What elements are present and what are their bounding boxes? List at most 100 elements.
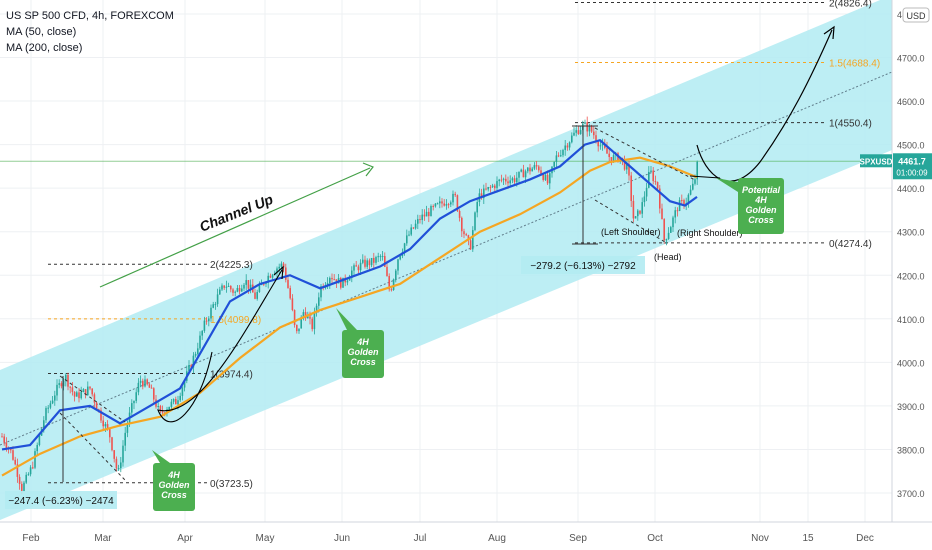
candle-body bbox=[362, 259, 364, 263]
candle-body bbox=[414, 223, 417, 229]
currency-label: USD bbox=[906, 11, 926, 21]
candle-body bbox=[43, 420, 45, 429]
candle-body bbox=[87, 386, 89, 396]
candle-body bbox=[285, 267, 287, 280]
candle-body bbox=[117, 468, 120, 470]
candle-body bbox=[38, 435, 41, 445]
candle-body bbox=[608, 153, 610, 158]
candle-body bbox=[419, 219, 421, 221]
candle-body bbox=[667, 232, 670, 239]
candle-body bbox=[300, 317, 302, 329]
candle-body bbox=[480, 193, 483, 199]
candle-body bbox=[131, 403, 133, 413]
candle-body bbox=[27, 474, 30, 476]
candle-body bbox=[544, 174, 547, 180]
golden-cross-2-bg bbox=[342, 330, 384, 378]
candle-body bbox=[681, 200, 683, 202]
x-tick-1: Mar bbox=[94, 533, 112, 544]
candle-body bbox=[659, 188, 661, 209]
candle-body bbox=[687, 194, 690, 204]
candle-body bbox=[546, 174, 549, 184]
candle-body bbox=[199, 335, 201, 349]
candle-body bbox=[29, 467, 32, 475]
candle-body bbox=[175, 399, 177, 405]
legend-ma200: MA (200, close) bbox=[6, 42, 83, 54]
candle-body bbox=[133, 400, 135, 404]
candle-body bbox=[465, 234, 467, 236]
ma200-line bbox=[1, 156, 698, 477]
measure-late-box bbox=[521, 256, 645, 274]
candle-body bbox=[47, 407, 49, 409]
candle-body bbox=[69, 386, 71, 388]
candle-body bbox=[32, 467, 34, 469]
candle-body bbox=[157, 406, 159, 408]
candle-body bbox=[463, 231, 465, 235]
candle-body bbox=[304, 312, 307, 319]
candle-body bbox=[599, 145, 602, 147]
x-tick-7: Sep bbox=[569, 533, 587, 544]
measure-late-diag-1 bbox=[594, 127, 696, 181]
candle-body bbox=[436, 203, 439, 205]
candle-body bbox=[331, 277, 333, 280]
golden-cross-3-line-1: 4H bbox=[754, 195, 767, 205]
channel-band bbox=[0, 0, 892, 520]
candle-body bbox=[406, 235, 408, 244]
y-tick-8: 4500.0 bbox=[897, 141, 925, 151]
candle-body bbox=[410, 227, 412, 235]
candle-body bbox=[373, 257, 375, 263]
golden-cross-2-line-1: Golden bbox=[348, 347, 380, 357]
candle-body bbox=[384, 256, 386, 267]
candle-body bbox=[443, 203, 445, 206]
candle-body bbox=[232, 289, 234, 293]
candle-body bbox=[395, 270, 397, 280]
fib-top-label-2: 1(4550.4) bbox=[829, 119, 872, 130]
candle-body bbox=[18, 476, 21, 484]
candle-body bbox=[540, 170, 542, 174]
candle-body bbox=[694, 179, 696, 184]
candle-body bbox=[630, 175, 632, 201]
left-shoulder-label: (Left Shoulder) bbox=[601, 227, 661, 237]
projection-curve bbox=[696, 29, 833, 182]
candle-body bbox=[403, 243, 406, 253]
candle-body bbox=[67, 374, 69, 387]
candle-body bbox=[397, 259, 399, 271]
candle-body bbox=[212, 304, 214, 308]
y-tick-7: 4400.0 bbox=[897, 184, 925, 194]
candle-body bbox=[5, 442, 8, 449]
candle-body bbox=[203, 320, 206, 331]
candle-body bbox=[313, 311, 316, 330]
candle-body bbox=[370, 257, 373, 266]
candle-body bbox=[645, 187, 648, 197]
candle-body bbox=[531, 168, 533, 172]
candle-body bbox=[10, 448, 12, 451]
candle-body bbox=[214, 304, 217, 306]
candle-body bbox=[489, 187, 492, 189]
candle-body bbox=[577, 130, 580, 135]
candle-body bbox=[637, 210, 639, 217]
candle-body bbox=[289, 288, 291, 299]
fib-top-label-0: 2(4826.4) bbox=[829, 0, 872, 9]
candle-body bbox=[661, 208, 663, 220]
candle-body bbox=[249, 284, 252, 289]
y-tick-1: 3800.0 bbox=[897, 445, 925, 455]
candle-body bbox=[593, 131, 595, 136]
fib-early-label-2: 1(3974.4) bbox=[210, 369, 253, 380]
candle-body bbox=[507, 181, 509, 184]
candle-body bbox=[454, 193, 456, 196]
candle-body bbox=[201, 330, 203, 336]
candle-body bbox=[219, 289, 221, 295]
measure-early-text: −247.4 (−6.23%) −2474 bbox=[8, 496, 114, 507]
candle-body bbox=[450, 202, 452, 205]
countdown-label: 01:00:09 bbox=[896, 168, 928, 177]
candle-body bbox=[513, 178, 516, 183]
x-tick-9: Nov bbox=[751, 533, 769, 544]
candle-body bbox=[280, 263, 283, 267]
candle-body bbox=[315, 305, 318, 312]
y-tick-3: 4000.0 bbox=[897, 358, 925, 368]
candle-body bbox=[417, 219, 419, 224]
candle-body bbox=[276, 268, 278, 273]
candle-body bbox=[216, 294, 219, 305]
x-tick-5: Jul bbox=[414, 533, 427, 544]
candle-body bbox=[146, 379, 148, 385]
